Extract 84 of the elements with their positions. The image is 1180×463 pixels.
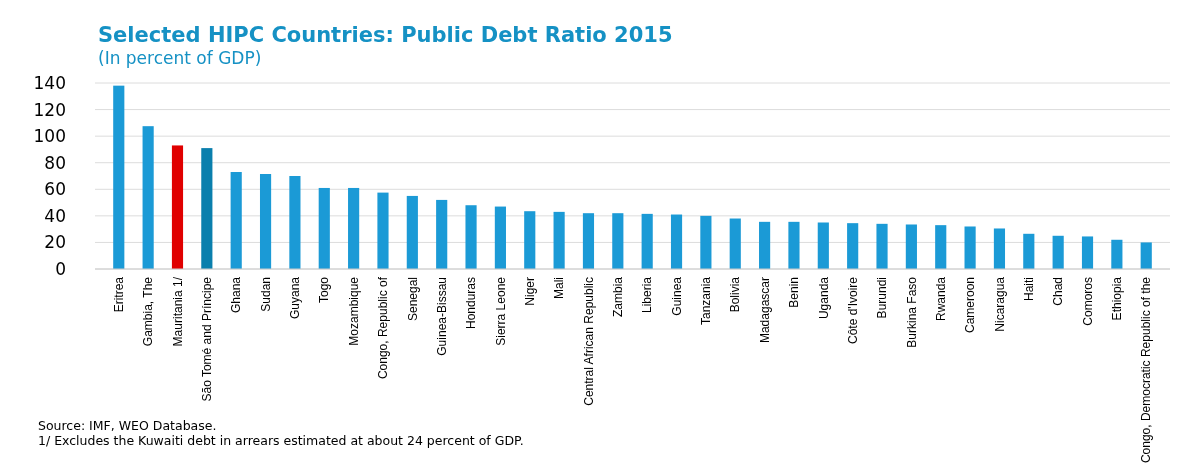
x-tick-label: Rwanda — [933, 276, 948, 322]
x-tick-label: Sierra Leone — [493, 276, 508, 346]
x-tick-label: Nicaragua — [992, 276, 1007, 332]
x-tick-label: Zambia — [611, 276, 626, 318]
bar — [582, 213, 595, 269]
bar — [905, 224, 917, 269]
x-tick-label: Mozambique — [346, 276, 361, 346]
bar — [465, 205, 477, 269]
y-tick-label: 100 — [33, 126, 66, 147]
bar — [524, 211, 536, 269]
bar — [935, 225, 947, 269]
bar — [729, 218, 741, 269]
x-tick-label: Eritrea — [111, 276, 126, 313]
x-tick-label: Togo — [317, 276, 332, 304]
bar — [964, 226, 976, 269]
x-tick-label: Guinea — [669, 276, 684, 316]
bar — [1081, 236, 1094, 269]
bar — [1111, 239, 1123, 269]
bar — [201, 148, 213, 269]
bar — [700, 215, 712, 269]
x-tick-label: Benin — [787, 277, 802, 308]
x-tick-label: Bolivia — [728, 276, 743, 313]
bar — [993, 228, 1006, 269]
chart-title: Selected HIPC Countries: Public Debt Ratio 2015 — [98, 23, 673, 47]
bar — [1052, 235, 1064, 269]
bar — [1023, 233, 1035, 269]
bar — [259, 174, 272, 269]
bar — [348, 187, 360, 269]
bar — [553, 211, 565, 269]
y-tick-label: 0 — [55, 258, 66, 279]
x-tick-label: Liberia — [640, 276, 655, 314]
x-tick-label: Tanzania — [699, 276, 714, 326]
x-tick-label: Ethiopia — [1110, 276, 1125, 321]
bar — [876, 223, 888, 269]
x-tick-label: São Tomé and Príncipe — [200, 276, 215, 402]
x-tick-label: Uganda — [816, 276, 831, 320]
x-tick-label: Mali — [552, 277, 567, 300]
x-tick-label: Central African Republic — [581, 277, 596, 406]
bar — [289, 176, 301, 269]
bar — [318, 187, 330, 269]
x-tick-label: Mauritania 1/ — [170, 276, 185, 347]
x-tick-label: Comoros — [1080, 277, 1095, 326]
x-tick-label: Senegal — [405, 277, 420, 322]
bar — [406, 195, 418, 269]
bar — [377, 192, 389, 269]
x-tick-label: Sudan — [258, 277, 273, 312]
bar — [817, 222, 829, 269]
y-tick-label: 120 — [33, 99, 66, 120]
text: 1/ Excludes the Kuwaiti debt in arrears estimated at about 24 percent of GDP. — [38, 433, 524, 448]
bar — [230, 172, 242, 269]
source-note: Source: IMF, WEO Database. — [38, 418, 217, 433]
bar — [641, 213, 653, 269]
x-tick-label: Burkina Faso — [904, 276, 919, 348]
x-tick-label: Niger — [522, 277, 537, 306]
bar — [113, 85, 125, 269]
x-tick-label: Guinea-Bissau — [434, 277, 449, 356]
x-tick-label: Burundi — [875, 277, 890, 319]
bar — [612, 213, 624, 269]
x-tick-label: Haiti — [1022, 277, 1036, 302]
x-tick-label: Gambia, The — [141, 276, 156, 347]
x-tick-label: Chad — [1051, 277, 1066, 306]
x-tick-label: Ghana — [229, 276, 244, 314]
x-tick-label: Congo, Democratic Republic of the — [1139, 276, 1154, 463]
bar — [788, 221, 800, 269]
bar — [142, 126, 154, 269]
x-tick-label: Congo, Republic of — [376, 276, 391, 380]
bar — [436, 199, 448, 269]
bar — [1140, 242, 1152, 269]
chart-subtitle: (In percent of GDP) — [98, 48, 262, 68]
bar — [670, 214, 683, 269]
y-tick-label: 60 — [44, 179, 66, 200]
x-tick-label: Madagascar — [757, 277, 772, 344]
bar — [494, 206, 506, 269]
y-tick-label: 80 — [44, 152, 66, 173]
y-tick-label: 140 — [33, 72, 66, 93]
x-tick-label: Honduras — [464, 277, 479, 330]
y-tick-label: 40 — [44, 205, 66, 226]
y-tick-label: 20 — [44, 232, 66, 253]
bar — [759, 221, 771, 269]
x-tick-label: Côte d'Ivoire — [845, 276, 860, 344]
x-tick-label: Cameroon — [963, 277, 978, 334]
x-tick-label: Guyana — [288, 276, 303, 320]
bar — [171, 145, 184, 269]
bar — [847, 223, 859, 269]
